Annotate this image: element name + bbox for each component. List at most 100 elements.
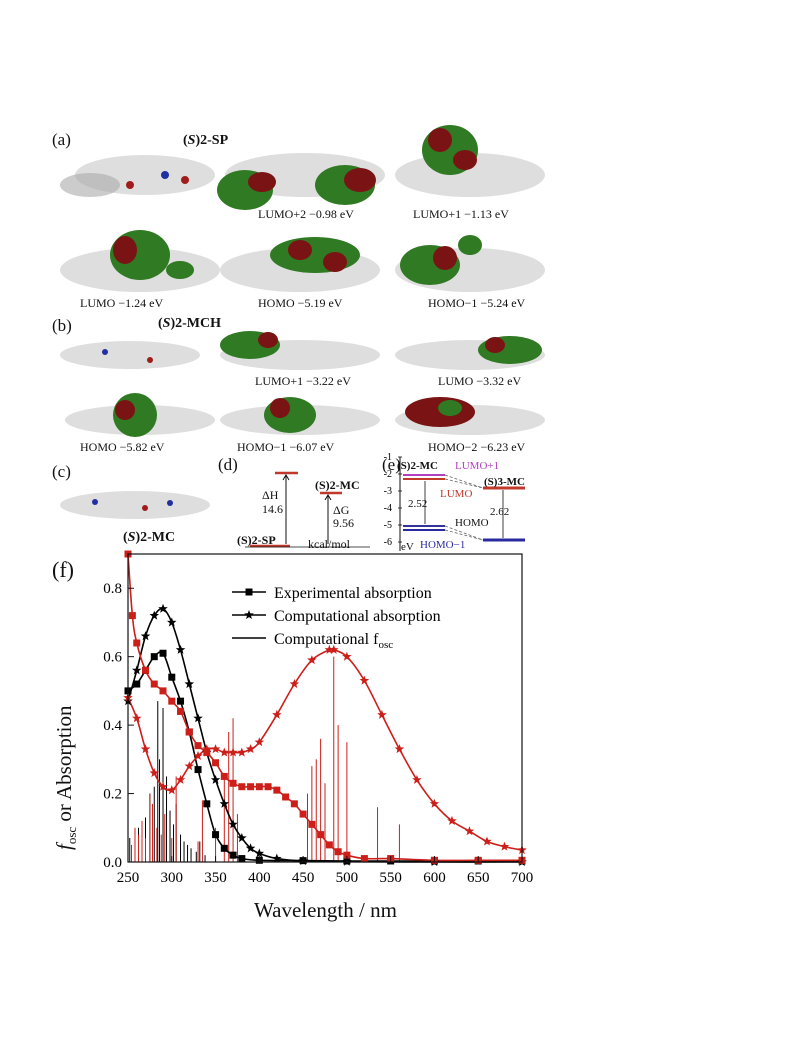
orbital-label-lumo1-b: LUMO+1 −3.22 eV: [255, 374, 351, 389]
square-marker: [168, 673, 176, 681]
panel-label-a: (a): [52, 130, 71, 149]
x-tick-label: 250: [117, 870, 140, 886]
e-lumo1-label: LUMO+1: [455, 460, 500, 472]
square-marker: [150, 653, 158, 661]
square-marker: [203, 748, 211, 756]
panel-title-c-rest: 2-MC: [140, 530, 176, 545]
orbital-label-homo1-b: HOMO−1 −6.07 eV: [237, 440, 334, 455]
x-tick-label: 700: [511, 870, 534, 886]
star-marker: [307, 655, 317, 665]
d-bottom-label: (S)2-SP: [237, 533, 276, 547]
square-marker: [325, 841, 333, 849]
star-marker: [158, 781, 168, 791]
star-marker: [329, 644, 339, 654]
e-tick-label: -5: [384, 520, 392, 531]
square-marker: [194, 742, 202, 750]
x-tick-label: 600: [423, 870, 446, 886]
x-tick-label: 300: [161, 870, 184, 886]
star-marker: [149, 610, 159, 620]
star-marker: [237, 747, 247, 757]
square-marker: [220, 772, 228, 780]
star-marker: [219, 747, 230, 757]
y-tick-label: 0.6: [103, 650, 122, 666]
orbital-label-lumo-a: LUMO −1.24 eV: [80, 296, 163, 311]
orbital-image-lumo-b: [395, 336, 545, 370]
e-gap-right: 2.62: [490, 506, 510, 518]
e-tick-label: -1: [384, 452, 392, 463]
star-marker: [377, 709, 387, 719]
star-marker: [359, 675, 370, 685]
star-marker: [184, 679, 194, 689]
orbital-level-diagram-e: -1 -2 -3 -4 -5 -6: [384, 452, 525, 551]
orbital-energy: −1.24 eV: [118, 296, 164, 310]
star-marker: [429, 798, 440, 808]
star-marker: [237, 833, 247, 843]
panel-title-b-italic: S: [162, 316, 171, 331]
panel-label-e: (e): [382, 455, 401, 474]
square-marker: [212, 831, 220, 839]
star-marker: [245, 744, 256, 754]
orbital-energy: −1.13 eV: [464, 207, 509, 221]
panel-title-c-italic: S: [127, 530, 136, 545]
e-homo1-label: HOMO−1: [420, 539, 466, 551]
y-axis-label-f: f: [52, 844, 76, 850]
orbital-energy: −5.82 eV: [119, 440, 165, 454]
panel-title-c: (S)2-MC: [123, 530, 176, 545]
star-marker: [272, 853, 282, 863]
y-tick-label: 0.0: [103, 855, 122, 871]
orbital-label-homo1-a: HOMO−1 −5.24 eV: [428, 296, 525, 311]
orbital-name: HOMO−1: [428, 296, 478, 310]
e-gap-left: 2.52: [408, 498, 428, 510]
d-dg-label: ΔG: [333, 503, 350, 517]
molecular-orbital-panels: [60, 125, 545, 519]
x-tick-label: 500: [336, 870, 359, 886]
square-marker: [212, 759, 220, 767]
star-marker: [219, 798, 230, 808]
x-tick-label: 400: [248, 870, 271, 886]
y-axis-label: fosc or Absorption: [52, 705, 80, 850]
chart-axes: 250 300 350 400 450 500 550 600 650 700 0.0 0.2 0.4 0…: [103, 553, 534, 886]
orbital-energy: −5.19 eV: [297, 296, 343, 310]
square-marker: [290, 800, 298, 808]
panel-label-c: (c): [52, 462, 71, 481]
orbital-image-homo1-b: [220, 397, 380, 435]
square-marker: [185, 728, 193, 736]
panel-title-a: (S)2-SP: [183, 133, 229, 148]
e-homo-label: HOMO: [455, 517, 489, 529]
star-marker: [132, 665, 142, 675]
orbital-name: LUMO+2: [258, 207, 307, 221]
star-marker: [228, 819, 238, 829]
square-marker: [229, 851, 237, 859]
star-marker: [342, 651, 352, 661]
star-marker: [324, 644, 335, 654]
orbital-label-homo-a: HOMO −5.19 eV: [258, 296, 342, 311]
square-marker: [142, 666, 150, 674]
square-marker: [229, 779, 237, 787]
orbital-image-lumo1-a: [395, 125, 545, 197]
e-unit: eV: [401, 541, 414, 553]
star-marker: [228, 747, 238, 757]
square-marker: [168, 697, 176, 705]
star-marker: [244, 610, 254, 619]
e-lumo-label: LUMO: [440, 488, 473, 500]
orbital-name: HOMO−1: [237, 440, 287, 454]
star-marker: [394, 744, 405, 754]
e-tick-label: -6: [384, 537, 392, 548]
square-marker: [159, 687, 167, 695]
star-marker: [175, 644, 186, 654]
star-marker: [210, 774, 221, 784]
star-marker: [167, 785, 177, 795]
square-marker: [273, 786, 281, 794]
square-marker: [150, 680, 158, 688]
orbital-energy: −6.23 eV: [480, 440, 526, 454]
orbital-image-a1: [60, 155, 215, 197]
star-marker: [140, 744, 151, 754]
star-marker: [202, 744, 212, 754]
star-marker: [193, 750, 203, 760]
d-dh-value: 14.6: [262, 502, 283, 516]
star-marker: [184, 761, 194, 771]
star-marker: [167, 617, 177, 627]
panel-title-a-rest: 2-SP: [200, 133, 229, 148]
x-tick-label: 350: [204, 870, 227, 886]
legend-label: Experimental absorption: [274, 585, 432, 602]
